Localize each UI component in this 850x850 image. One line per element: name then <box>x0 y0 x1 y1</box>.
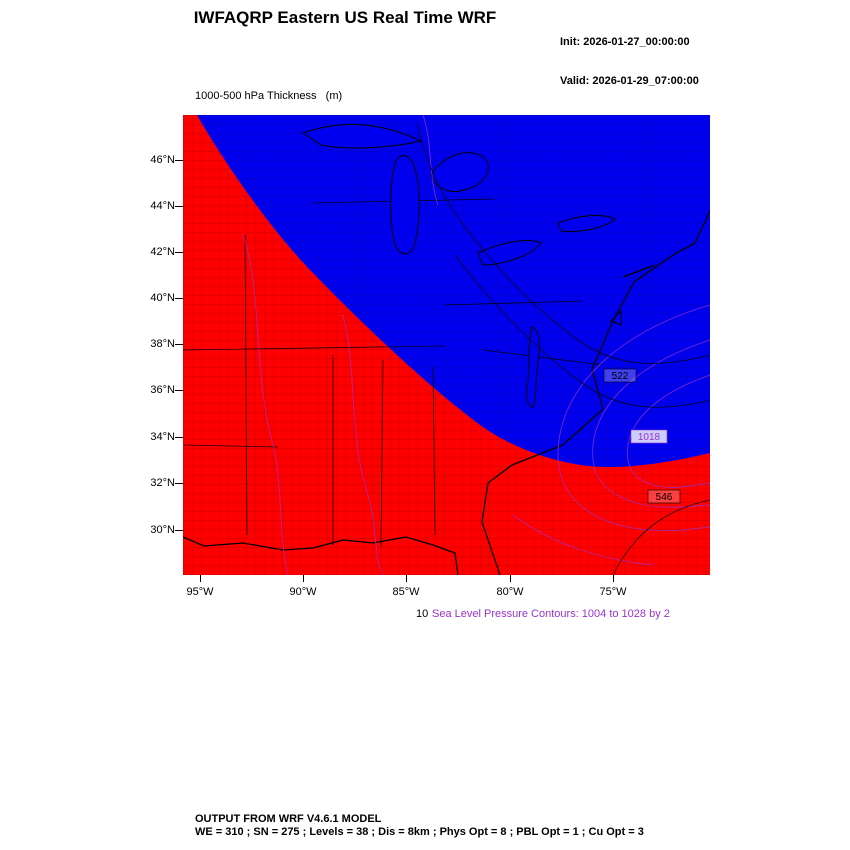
map-area: 522 1018 546 <box>182 114 711 576</box>
lat-tick <box>175 344 183 345</box>
lon-tick <box>406 575 407 582</box>
lon-tick <box>200 575 201 582</box>
contour-label-1018: 1018 <box>630 429 668 444</box>
lon-tick <box>613 575 614 582</box>
long-island <box>622 264 656 278</box>
lat-label-44n: 44°N <box>150 200 175 212</box>
chesapeake-bay <box>526 326 541 408</box>
contour-label-522: 522 <box>603 368 637 383</box>
slp-contours <box>242 114 711 576</box>
lon-label-80w: 80°W <box>496 586 524 598</box>
thickness-lower-label: 546 <box>656 492 673 503</box>
lat-tick <box>175 206 183 207</box>
lat-tick <box>175 252 183 253</box>
lat-tick <box>175 298 183 299</box>
thickness-contours <box>417 124 711 576</box>
slp-contour-caption: Sea Level Pressure Contours: 1004 to 102… <box>432 608 670 620</box>
valid-time: Valid: 2026-01-29_07:00:00 <box>560 75 699 87</box>
lat-label-46n: 46°N <box>150 154 175 166</box>
weather-map: 522 1018 546 <box>182 114 711 576</box>
lat-tick <box>175 390 183 391</box>
lon-label-85w: 85°W <box>392 586 420 598</box>
lat-label-34n: 34°N <box>150 431 175 443</box>
lat-label-42n: 42°N <box>150 246 175 258</box>
lon-tick <box>510 575 511 582</box>
page-title: IWFAQRP Eastern US Real Time WRF <box>193 8 497 27</box>
lat-label-36n: 36°N <box>150 384 175 396</box>
lakes <box>301 124 622 408</box>
lake-huron <box>430 152 489 192</box>
lat-label-32n: 32°N <box>150 477 175 489</box>
lon-label-95w: 95°W <box>186 586 214 598</box>
lat-tick <box>175 160 183 161</box>
lake-ontario <box>557 215 616 232</box>
lon-tick <box>303 575 304 582</box>
lat-tick <box>175 437 183 438</box>
state-borders <box>182 198 604 548</box>
run-times: Init: 2026-01-27_00:00:00 Valid: 2026-01… <box>560 10 699 114</box>
footer-config-line: WE = 310 ; SN = 275 ; Levels = 38 ; Dis … <box>195 826 644 838</box>
legend-line-thickness-1: 1000-500 hPa Thickness (m) <box>195 90 343 102</box>
lat-label-40n: 40°N <box>150 292 175 304</box>
footer-model-line: OUTPUT FROM WRF V4.6.1 MODEL <box>195 813 382 825</box>
init-time: Init: 2026-01-27_00:00:00 <box>560 36 690 48</box>
caption-fragment: 10 <box>416 608 429 620</box>
lat-label-38n: 38°N <box>150 338 175 350</box>
lat-label-30n: 30°N <box>150 524 175 536</box>
slp-high-label: 1018 <box>638 432 661 443</box>
coastlines <box>182 210 711 576</box>
thickness-upper-label: 522 <box>612 371 629 382</box>
lat-tick <box>175 530 183 531</box>
lake-superior <box>301 124 423 149</box>
atlantic-coast <box>481 210 711 576</box>
gulf-coast <box>182 536 459 576</box>
lon-label-90w: 90°W <box>289 586 317 598</box>
contour-label-546: 546 <box>647 489 681 504</box>
lake-michigan <box>390 155 420 255</box>
lon-label-75w: 75°W <box>599 586 627 598</box>
lake-erie <box>477 240 542 266</box>
lat-tick <box>175 483 183 484</box>
